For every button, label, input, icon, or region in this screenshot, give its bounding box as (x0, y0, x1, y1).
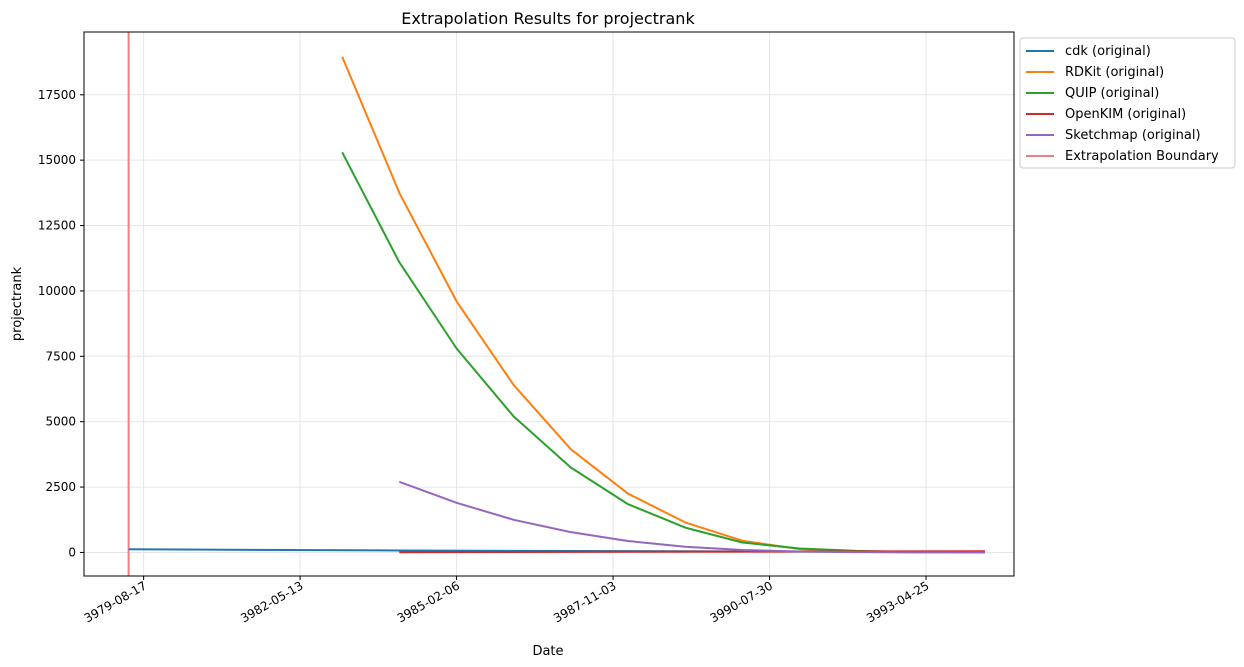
legend: cdk (original) RDKit (original) QUIP (orig… (1019, 37, 1236, 169)
grid-lines (84, 32, 1014, 576)
series-lines (127, 32, 985, 576)
y-axis-ticks: 0 2500 5000 7500 10000 12500 15000 17500 (38, 88, 84, 559)
y-tick-label: 17500 (38, 88, 76, 102)
legend-label: OpenKIM (original) (1065, 107, 1186, 122)
series-line-4 (398, 480, 985, 554)
legend-label: RDKit (original) (1065, 65, 1164, 80)
chart-title: Extrapolation Results for projectrank (401, 9, 695, 28)
legend-label: Sketchmap (original) (1065, 128, 1201, 143)
y-tick-label: 5000 (45, 415, 76, 429)
plot-frame (83, 31, 1015, 577)
legend-box (1019, 37, 1236, 169)
legend-label: cdk (original) (1065, 44, 1151, 59)
legend-label: QUIP (original) (1065, 86, 1159, 101)
legend-label: Extrapolation Boundary (1065, 149, 1219, 164)
y-tick-label: 10000 (38, 284, 76, 298)
y-tick-label: 15000 (38, 153, 76, 167)
y-tick-label: 2500 (45, 480, 76, 494)
y-axis-label: projectrank (10, 266, 25, 341)
x-axis-label: Date (532, 644, 563, 659)
y-tick-label: 12500 (38, 219, 76, 233)
y-tick-label: 7500 (45, 349, 76, 363)
y-tick-label: 0 (68, 545, 76, 559)
